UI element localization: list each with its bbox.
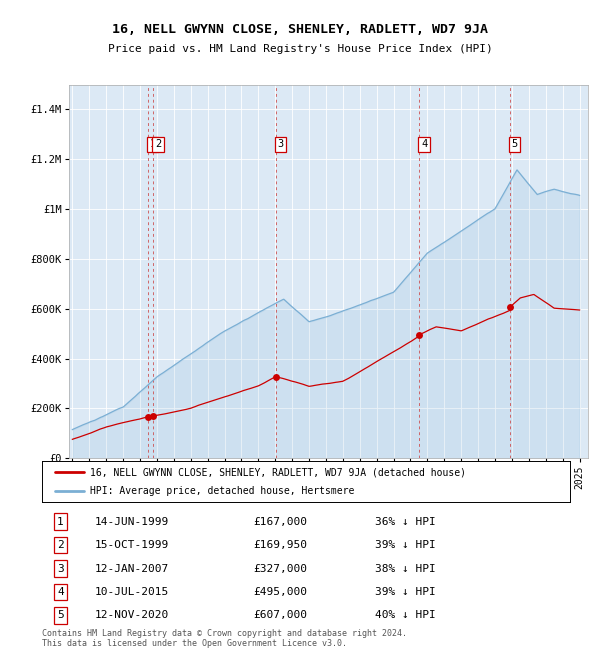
Text: 1: 1 <box>149 139 155 150</box>
Text: 38% ↓ HPI: 38% ↓ HPI <box>374 564 436 573</box>
Text: Price paid vs. HM Land Registry's House Price Index (HPI): Price paid vs. HM Land Registry's House … <box>107 44 493 55</box>
Text: 2: 2 <box>57 540 64 550</box>
Text: 40% ↓ HPI: 40% ↓ HPI <box>374 610 436 621</box>
Text: 36% ↓ HPI: 36% ↓ HPI <box>374 517 436 526</box>
Text: 2: 2 <box>155 139 161 150</box>
Text: 39% ↓ HPI: 39% ↓ HPI <box>374 540 436 550</box>
Text: 3: 3 <box>57 564 64 573</box>
Text: 16, NELL GWYNN CLOSE, SHENLEY, RADLETT, WD7 9JA: 16, NELL GWYNN CLOSE, SHENLEY, RADLETT, … <box>112 23 488 36</box>
Text: 5: 5 <box>511 139 517 150</box>
Text: 3: 3 <box>278 139 284 150</box>
Text: £495,000: £495,000 <box>253 587 307 597</box>
Text: Contains HM Land Registry data © Crown copyright and database right 2024.
This d: Contains HM Land Registry data © Crown c… <box>42 629 407 648</box>
Text: HPI: Average price, detached house, Hertsmere: HPI: Average price, detached house, Hert… <box>89 486 354 496</box>
Text: 39% ↓ HPI: 39% ↓ HPI <box>374 587 436 597</box>
Text: £607,000: £607,000 <box>253 610 307 621</box>
Text: £169,950: £169,950 <box>253 540 307 550</box>
Text: 5: 5 <box>57 610 64 621</box>
Text: 15-OCT-1999: 15-OCT-1999 <box>95 540 169 550</box>
Text: £167,000: £167,000 <box>253 517 307 526</box>
Text: £327,000: £327,000 <box>253 564 307 573</box>
Text: 16, NELL GWYNN CLOSE, SHENLEY, RADLETT, WD7 9JA (detached house): 16, NELL GWYNN CLOSE, SHENLEY, RADLETT, … <box>89 467 466 477</box>
Text: 14-JUN-1999: 14-JUN-1999 <box>95 517 169 526</box>
Text: 12-JAN-2007: 12-JAN-2007 <box>95 564 169 573</box>
Text: 1: 1 <box>57 517 64 526</box>
Text: 4: 4 <box>421 139 427 150</box>
Text: 10-JUL-2015: 10-JUL-2015 <box>95 587 169 597</box>
Text: 4: 4 <box>57 587 64 597</box>
Text: 12-NOV-2020: 12-NOV-2020 <box>95 610 169 621</box>
